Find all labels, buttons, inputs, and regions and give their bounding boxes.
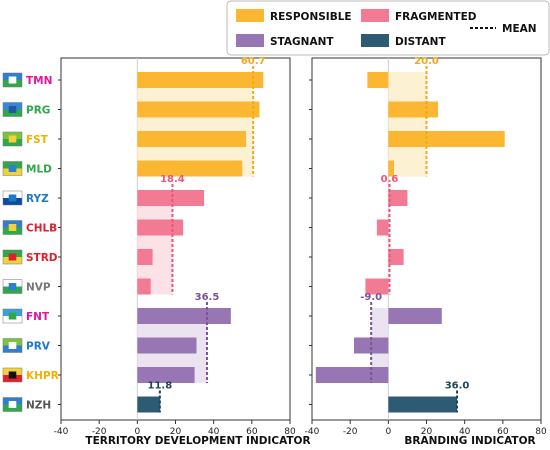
x-tick-label: 0	[134, 427, 140, 437]
mean-label: 36.5	[195, 292, 220, 303]
bar-mld	[388, 160, 395, 177]
category-label-mld: MLD	[26, 164, 52, 176]
x-tick-label: 20	[421, 427, 433, 437]
legend: RESPONSIBLE FRAGMENTED STAGNANT DISTANT MEAN	[226, 0, 550, 56]
flag-strd-icon	[2, 249, 23, 265]
category-label-khpr: KHPR	[26, 370, 59, 382]
mean-label: 0.6	[381, 174, 399, 185]
flag-fnt-icon	[2, 308, 23, 324]
branding-panel: -40 -20 0 20 40 60 80 20.0 0.6 -9.0 36.0	[305, 56, 547, 437]
bar-mld	[137, 160, 243, 177]
mean-label: -9.0	[360, 292, 382, 303]
flag-nvp-icon	[2, 279, 23, 294]
legend-label-mean: MEAN	[502, 23, 537, 35]
territory-panel: -40 -20 0 20 40 60 80 60.7 18.4 36.5 11.8	[54, 56, 296, 437]
mean-band	[137, 190, 173, 295]
legend-label-distant: DISTANT	[395, 36, 446, 48]
bar-prv	[353, 337, 389, 354]
bar-chlb	[137, 219, 184, 236]
bar-khpr	[315, 367, 389, 383]
bar-strd	[388, 249, 404, 265]
x-tick-label: 20	[170, 427, 182, 437]
flag-prg-icon	[2, 102, 23, 117]
bar-prg	[388, 101, 438, 118]
legend-label-responsible: RESPONSIBLE	[270, 11, 352, 23]
bar-fst	[137, 131, 247, 147]
mean-label: 60.7	[241, 56, 266, 67]
x-tick-label: -20	[343, 427, 358, 437]
bar-nzh	[388, 396, 458, 413]
legend-swatch-fragmented	[361, 9, 389, 22]
bar-chlb	[376, 219, 389, 236]
flag-prv-icon	[2, 338, 23, 353]
x-tick-label: 40	[208, 427, 220, 437]
flag-khpr-icon	[2, 367, 23, 383]
flag-mld-icon	[2, 161, 23, 176]
legend-label-fragmented: FRAGMENTED	[395, 11, 477, 23]
bar-nvp	[365, 278, 389, 295]
category-label-chlb: CHLB	[26, 223, 57, 235]
x-tick-label: 60	[246, 427, 258, 437]
mean-label: 36.0	[445, 381, 470, 392]
mean-band	[388, 72, 427, 177]
x-tick-label: -40	[305, 427, 320, 437]
category-label-nzh: NZH	[26, 400, 51, 412]
mean-label: 11.8	[148, 381, 173, 392]
category-label-nvp: NVP	[26, 282, 51, 294]
flag-fst-icon	[2, 131, 23, 147]
bar-nvp	[137, 278, 151, 295]
bar-prv	[137, 337, 197, 354]
x-tick-label: -40	[54, 427, 69, 437]
mean-label: 20.0	[414, 56, 439, 67]
x-tick-label: 40	[459, 427, 471, 437]
flag-tmn-icon	[2, 72, 23, 88]
category-label-fst: FST	[26, 134, 49, 146]
branding-xlabel: BRANDING INDICATOR	[404, 435, 535, 447]
x-tick-label: 80	[535, 427, 547, 437]
category-label-prg: PRG	[26, 105, 50, 117]
legend-swatch-distant	[361, 34, 389, 47]
legend-swatch-stagnant	[236, 34, 264, 47]
bar-ryz	[137, 190, 205, 206]
bar-tmn	[137, 72, 264, 88]
category-label-strd: STRD	[26, 252, 58, 264]
x-tick-label: 0	[385, 427, 391, 437]
flag-nzh-icon	[2, 397, 23, 412]
legend-swatch-responsible	[236, 9, 264, 22]
mean-label: 18.4	[160, 174, 185, 185]
bar-ryz	[388, 190, 408, 206]
flag-ryz-icon	[2, 190, 23, 206]
category-label-ryz: RYZ	[26, 193, 49, 205]
category-label-prv: PRV	[26, 341, 51, 353]
x-tick-label: -20	[92, 427, 107, 437]
legend-box	[226, 0, 550, 56]
x-tick-label: 80	[284, 427, 296, 437]
bar-strd	[137, 249, 153, 265]
bar-prg	[137, 101, 260, 118]
bar-nzh	[137, 396, 161, 413]
mean-band	[137, 72, 254, 177]
bar-tmn	[367, 72, 389, 88]
flag-chlb-icon	[2, 220, 23, 235]
bar-fnt	[388, 308, 442, 324]
category-labels: TMN PRG FST MLD RYZ CHLB STRD NVP FNT PRV KHPR NZH	[2, 72, 59, 412]
bar-fst	[388, 131, 505, 147]
mean-band	[388, 190, 390, 295]
category-label-fnt: FNT	[26, 311, 50, 323]
x-tick-label: 60	[497, 427, 509, 437]
bar-khpr	[137, 367, 195, 383]
territory-xlabel: TERRITORY DEVELOPMENT INDICATOR	[85, 435, 310, 447]
category-label-tmn: TMN	[26, 75, 52, 87]
bar-fnt	[137, 308, 231, 324]
legend-label-stagnant: STAGNANT	[270, 36, 334, 48]
